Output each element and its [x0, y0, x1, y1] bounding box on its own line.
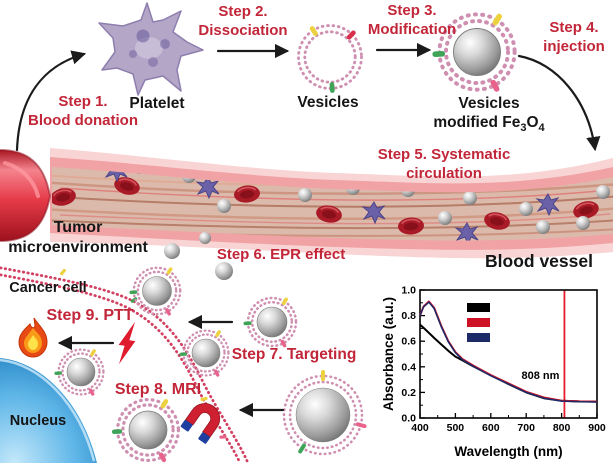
step1-label: Step 1. Blood donation	[28, 93, 138, 129]
nucleus-label: Nucleus	[9, 413, 67, 429]
cancer-cell-label: Cancer cell	[9, 280, 87, 296]
platelet-label: Platelet	[129, 95, 185, 112]
modified-vesicles-label: Vesicles modified Fe3O4	[433, 95, 545, 135]
legend-swatch	[467, 303, 490, 312]
free-nanoparticles	[164, 232, 233, 280]
x-tick-label: 700	[517, 422, 535, 434]
y-tick-label: 0.2	[401, 387, 416, 399]
coated-nanoparticle	[178, 328, 230, 379]
chart-frame	[419, 289, 598, 419]
step7-label: Step 7. Targeting	[231, 346, 357, 363]
step3-label: Step 3. Modification	[367, 2, 457, 38]
arrow-step1	[15, 50, 87, 152]
legend-swatch	[467, 333, 490, 342]
y-tick-label: 0.8	[401, 310, 416, 322]
vesicles-label: Vesicles	[297, 94, 359, 111]
coated-nanoparticle	[128, 265, 182, 318]
vessel-entry-tube	[0, 149, 52, 242]
magnet-icon	[180, 403, 221, 444]
x-tick-label: 400	[411, 422, 429, 434]
vesicle-ring	[297, 23, 363, 95]
tumor-microenvironment-label: Tumor microenvironment	[8, 219, 148, 256]
step8-label: Step 8. MRI	[114, 381, 202, 398]
x-tick-label: 900	[588, 422, 606, 434]
y-tick-label: 0.6	[401, 336, 416, 348]
platelet-cell-graphic	[98, 2, 204, 96]
coated-nanoparticle-mri	[110, 396, 181, 463]
step4-label: Step 4. injection	[543, 19, 605, 55]
coated-nanoparticle	[242, 295, 298, 350]
x-tick-label: 500	[447, 422, 465, 434]
x-tick-label: 800	[553, 422, 571, 434]
series-sample-red	[419, 300, 598, 403]
legend-swatch	[467, 318, 490, 327]
y-axis-label: Absorbance (a.u.)	[381, 297, 396, 411]
step6-label: Step 6. EPR effect	[216, 246, 346, 263]
blood-vessel-label: Blood vessel	[485, 251, 593, 271]
flow-arrows	[15, 42, 601, 418]
x-axis-label: Wavelength (nm)	[454, 444, 562, 459]
coated-nanoparticle	[53, 347, 105, 398]
nucleus-graphic	[0, 358, 97, 463]
step2-label: Step 2. Dissociation	[198, 3, 288, 39]
step9-label: Step 9. PTT	[46, 307, 134, 324]
y-tick-label: 1.0	[401, 285, 416, 297]
series-sample-navy	[419, 301, 598, 403]
y-tick-label: 0.0	[401, 413, 416, 425]
coated-nanoparticle-targeting	[282, 370, 367, 456]
lightning-icon	[118, 321, 136, 365]
blood-vessel-graphic	[50, 148, 613, 259]
flame-icon	[18, 317, 48, 358]
absorbance-spectra-inset: 400 500 600 700 800 900 0.0 0.2 0.4 0.6 0.8 1.0 808 …	[380, 279, 613, 463]
absorbance-chart: 400 500 600 700 800 900 0.0 0.2 0.4 0.6 0.8 1.0 808 …	[381, 285, 606, 460]
x-tick-label: 600	[482, 422, 500, 434]
annotation-label: 808 nm	[522, 370, 560, 382]
arrow-step4	[517, 54, 601, 152]
step5-label: Step 5. Systematic circulation	[377, 146, 511, 182]
y-tick-label: 0.4	[401, 361, 416, 373]
